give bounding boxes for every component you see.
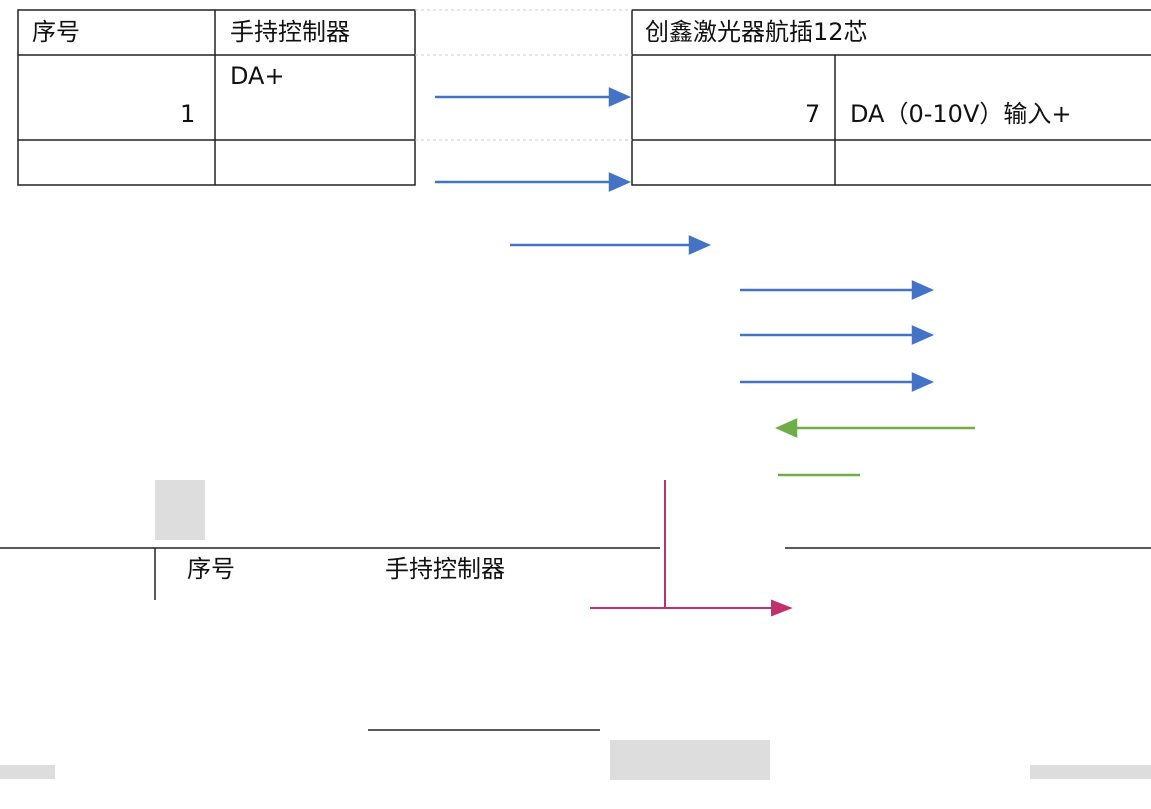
- cell: DA+: [230, 62, 285, 90]
- header-cell: 手持控制器: [385, 555, 505, 583]
- cell: DA（0-10V）输入+: [850, 100, 1072, 128]
- cell: 7: [805, 100, 821, 128]
- header-cell: 序号: [32, 18, 80, 46]
- header-cell: 序号: [187, 555, 235, 583]
- cell: 1: [180, 100, 196, 128]
- header-cell: 创鑫激光器航插12芯: [645, 18, 868, 46]
- header-cell: 手持控制器: [230, 18, 350, 46]
